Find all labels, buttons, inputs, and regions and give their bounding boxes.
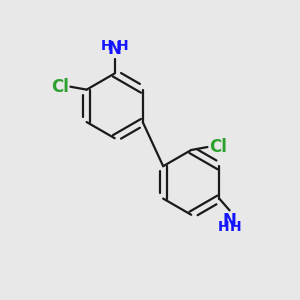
Text: N: N: [223, 212, 236, 230]
Text: N: N: [108, 40, 122, 58]
Text: Cl: Cl: [51, 78, 69, 96]
Text: H: H: [100, 39, 112, 53]
Text: H: H: [117, 39, 129, 53]
Text: Cl: Cl: [209, 138, 227, 156]
Text: H: H: [230, 220, 242, 234]
Text: H: H: [217, 220, 229, 234]
